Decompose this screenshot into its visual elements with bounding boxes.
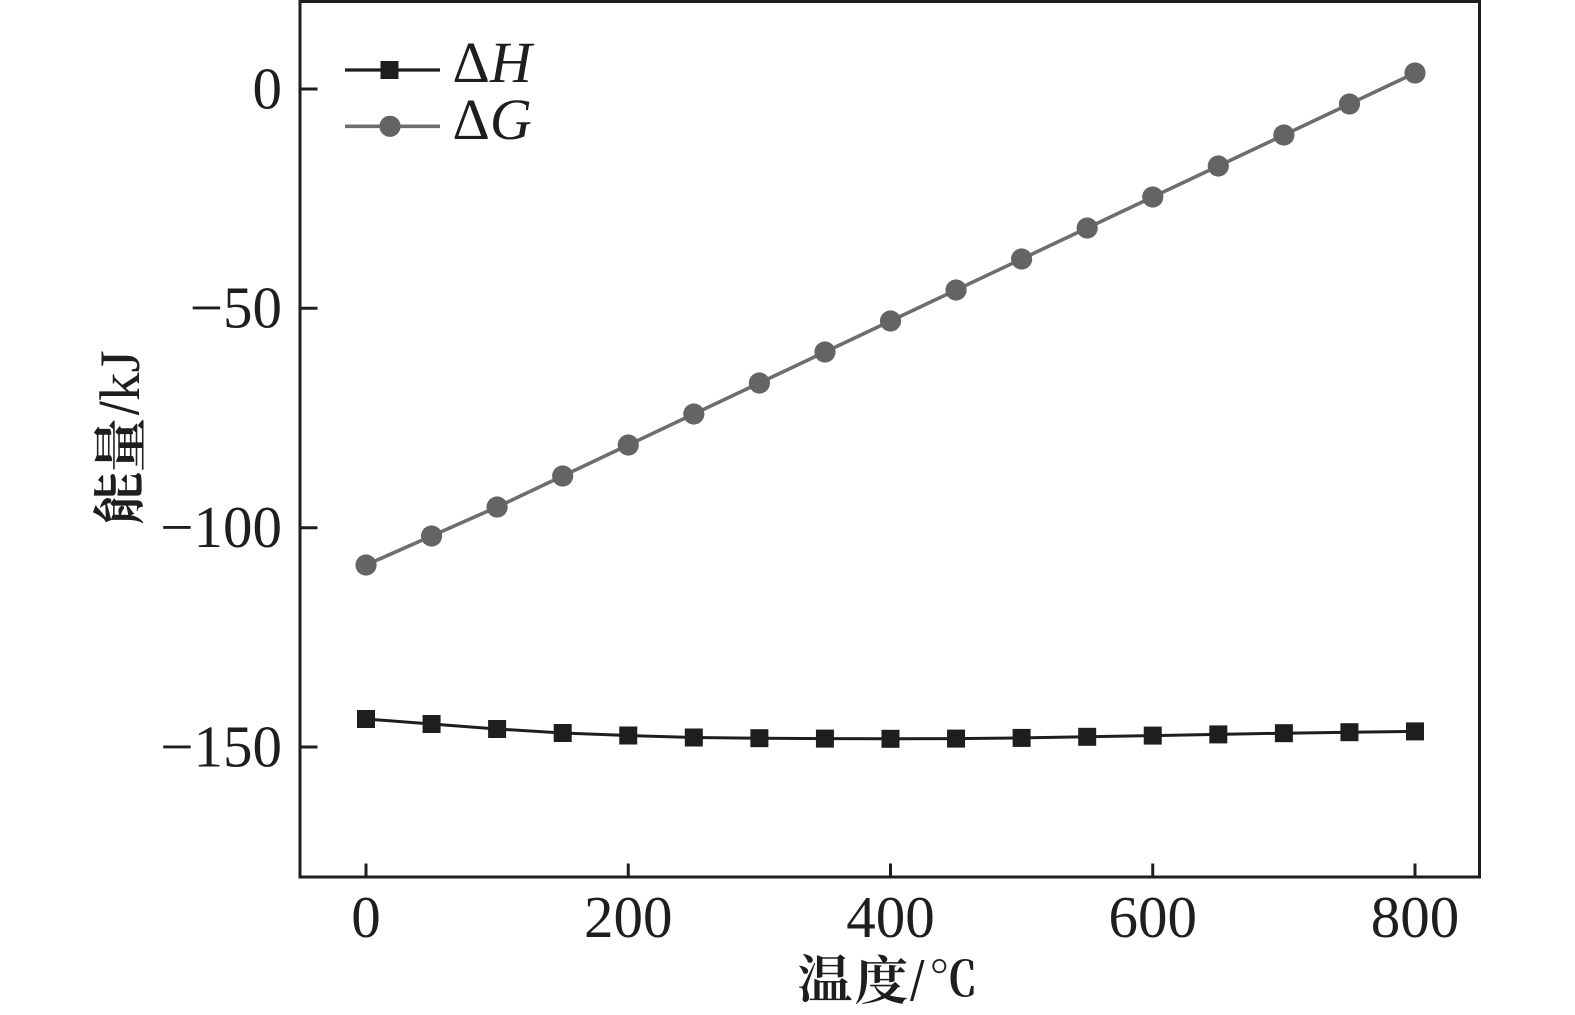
svg-text:kJ: kJ [89, 350, 152, 401]
svg-text:800: 800 [1371, 884, 1460, 950]
svg-text:−150: −150 [160, 713, 282, 779]
svg-text:600: 600 [1109, 884, 1198, 950]
svg-text:−50: −50 [190, 275, 282, 341]
svg-text:400: 400 [846, 884, 935, 950]
svg-text:ΔH: ΔH [453, 30, 535, 95]
svg-text:ΔG: ΔG [453, 87, 532, 152]
svg-text:0: 0 [253, 55, 283, 121]
svg-text:200: 200 [584, 884, 673, 950]
svg-text:−100: −100 [160, 494, 282, 560]
svg-text:0: 0 [351, 884, 381, 950]
